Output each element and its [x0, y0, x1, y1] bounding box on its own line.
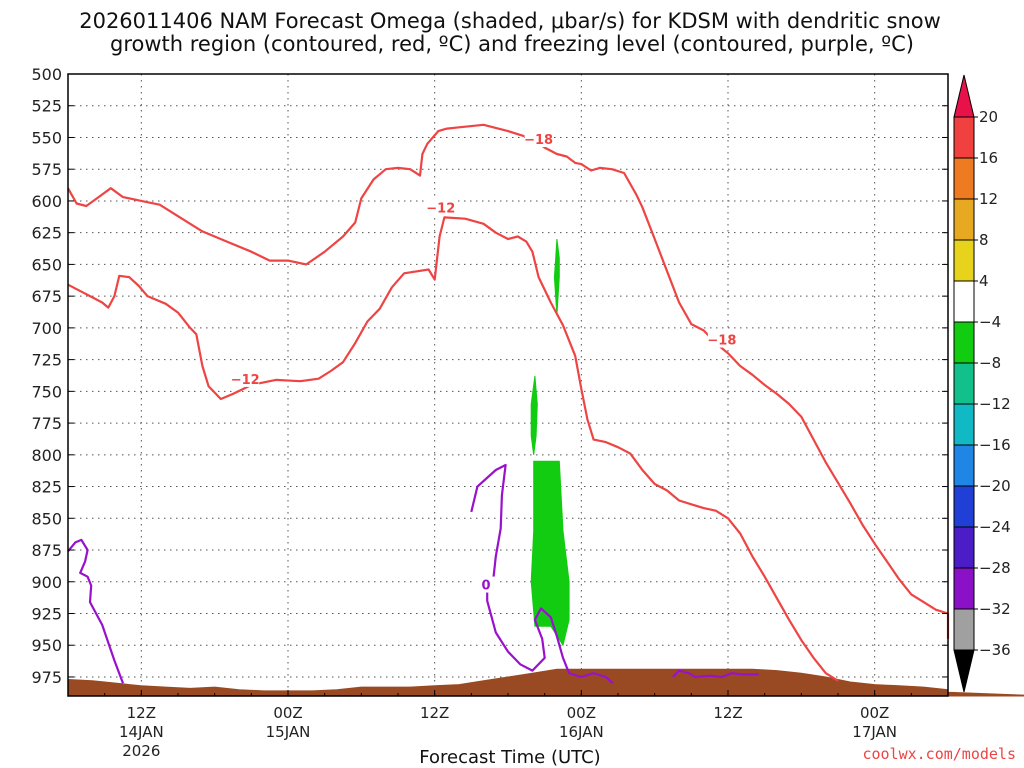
colorbar-label: −12 — [979, 395, 1011, 413]
contour-line — [67, 538, 125, 684]
y-tick-label: 700 — [31, 319, 62, 338]
contour-label: 0 — [481, 579, 490, 594]
colorbar-label: 4 — [979, 272, 989, 290]
colorbar-band — [953, 567, 975, 610]
colorbar-label: 20 — [979, 108, 998, 126]
plot-area — [68, 74, 948, 696]
y-tick-label: 625 — [31, 224, 62, 243]
colorbar-band — [953, 444, 975, 487]
colorbar-label: 16 — [979, 149, 998, 167]
contour-label-bg — [426, 199, 455, 216]
x-tick-date: 15JAN — [266, 723, 311, 741]
colorbar-label: −36 — [979, 641, 1011, 659]
y-tick-label: 825 — [31, 478, 62, 497]
colorbar-band — [953, 403, 975, 446]
contour-line — [67, 216, 839, 682]
title-line-2: growth region (contoured, red, ºC) and f… — [110, 32, 914, 56]
colorbar-bottom-arrow — [953, 649, 975, 693]
x-tick-label: 00Z — [860, 704, 889, 722]
terrain-surface — [67, 668, 1024, 697]
x-axis-title: Forecast Time (UTC) — [419, 747, 600, 768]
y-tick-label: 525 — [31, 97, 62, 116]
omega-shaded-region — [530, 376, 538, 455]
y-tick-label: 925 — [31, 604, 62, 623]
x-tick-label: 12Z — [713, 704, 742, 722]
omega-shaded-region — [530, 460, 570, 647]
y-tick-label: 575 — [31, 160, 62, 179]
y-tick-label: 725 — [31, 351, 62, 370]
contour-label: −12 — [231, 373, 260, 388]
x-tick-label: 12Z — [420, 704, 449, 722]
contour-label-bg — [472, 576, 500, 593]
y-tick-label: 900 — [31, 573, 62, 592]
y-tick-label: 550 — [31, 128, 62, 147]
y-tick-label: 950 — [31, 636, 62, 655]
colorbar-band — [953, 321, 975, 364]
x-tick-label: 00Z — [567, 704, 596, 722]
y-tick-label: 750 — [31, 382, 62, 401]
colorbar-band — [953, 116, 975, 159]
colorbar-label: −8 — [979, 354, 1001, 372]
contour-label: −18 — [707, 334, 736, 349]
x-tick-label: 12Z — [127, 704, 156, 722]
y-tick-label: 975 — [31, 668, 62, 687]
colorbar-band — [953, 608, 975, 651]
colorbar-band — [953, 280, 975, 323]
credit-label: coolwx.com/models — [862, 745, 1016, 763]
y-tick-label: 775 — [31, 414, 62, 433]
y-tick-label: 800 — [31, 446, 62, 465]
y-tick-label: 675 — [31, 287, 62, 306]
colorbar-label: −32 — [979, 600, 1011, 618]
x-tick-date: 16JAN — [559, 723, 604, 741]
contour-line — [67, 123, 950, 639]
colorbar-band — [953, 526, 975, 569]
colorbar-band — [953, 239, 975, 282]
colorbar-band — [953, 362, 975, 405]
colorbar-label: 8 — [979, 231, 989, 249]
x-tick-date: 14JAN — [119, 723, 164, 741]
y-tick-label: 850 — [31, 509, 62, 528]
y-tick-label: 600 — [31, 192, 62, 211]
contour-label: −18 — [524, 133, 553, 148]
y-tick-label: 875 — [31, 541, 62, 560]
x-tick-label: 00Z — [273, 704, 302, 722]
y-tick-label: 500 — [31, 65, 62, 84]
colorbar-band — [953, 157, 975, 200]
contour-label-bg — [707, 331, 736, 348]
colorbar-band — [953, 198, 975, 241]
contour-label: −12 — [426, 202, 455, 217]
colorbar-label: −20 — [979, 477, 1011, 495]
colorbar-label: −16 — [979, 436, 1011, 454]
x-tick-date: 17JAN — [852, 723, 897, 741]
colorbar-label: −28 — [979, 559, 1011, 577]
colorbar-top-arrow — [953, 74, 975, 118]
colorbar-label: 12 — [979, 190, 998, 208]
y-tick-label: 650 — [31, 255, 62, 274]
title-line-1: 2026011406 NAM Forecast Omega (shaded, μ… — [79, 9, 941, 33]
contour-label-bg — [231, 370, 260, 387]
colorbar-label: −24 — [979, 518, 1011, 536]
contour-label-bg — [524, 131, 553, 148]
x-tick-year: 2026 — [122, 742, 160, 760]
contour-line — [470, 463, 614, 685]
contour-line — [672, 669, 759, 679]
colorbar-label: −4 — [979, 313, 1001, 331]
colorbar-band — [953, 485, 975, 528]
